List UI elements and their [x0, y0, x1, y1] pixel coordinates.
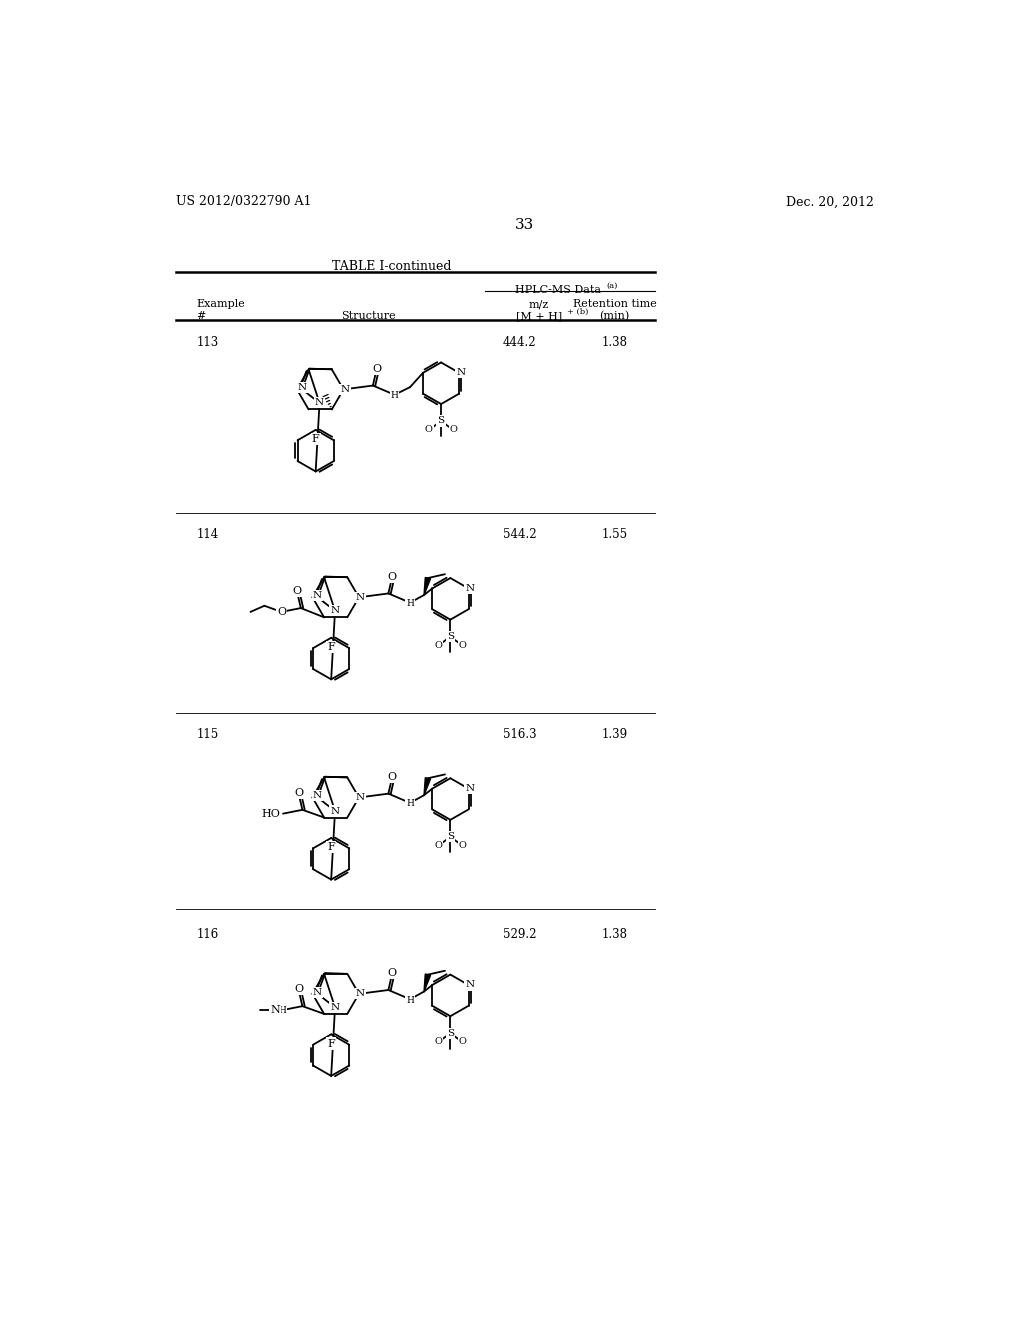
Text: S: S — [446, 833, 454, 841]
Text: N: N — [331, 1003, 340, 1012]
Text: N: N — [313, 792, 323, 800]
Text: N: N — [457, 368, 465, 378]
Text: 115: 115 — [197, 729, 218, 742]
Text: O: O — [276, 607, 286, 616]
Text: 444.2: 444.2 — [503, 335, 537, 348]
Text: N: N — [298, 383, 306, 392]
Text: 544.2: 544.2 — [503, 528, 537, 541]
Text: HPLC-MS Data: HPLC-MS Data — [515, 285, 601, 294]
Text: N: N — [340, 385, 349, 393]
Text: N: N — [331, 807, 340, 816]
Text: O: O — [425, 425, 432, 434]
Text: + (b): + (b) — [566, 308, 588, 315]
Text: O: O — [388, 968, 397, 978]
Polygon shape — [424, 777, 430, 795]
Text: m/z: m/z — [528, 300, 549, 309]
Text: H: H — [279, 1006, 286, 1015]
Text: O: O — [434, 1038, 442, 1047]
Text: S: S — [437, 417, 444, 425]
Text: F: F — [328, 842, 335, 853]
Text: Dec. 20, 2012: Dec. 20, 2012 — [785, 195, 873, 209]
Text: O: O — [459, 1038, 467, 1047]
Text: O: O — [459, 841, 467, 850]
Text: F: F — [328, 1039, 335, 1048]
Text: H: H — [407, 799, 414, 808]
Text: F: F — [311, 434, 319, 444]
Text: US 2012/0322790 A1: US 2012/0322790 A1 — [176, 195, 311, 209]
Text: 116: 116 — [197, 928, 218, 941]
Text: N: N — [313, 591, 323, 601]
Text: 1.55: 1.55 — [602, 528, 628, 541]
Text: 516.3: 516.3 — [503, 729, 537, 742]
Text: 1.38: 1.38 — [602, 335, 628, 348]
Text: N: N — [313, 987, 323, 997]
Text: O: O — [388, 772, 397, 781]
Text: N: N — [331, 606, 340, 615]
Text: Structure: Structure — [341, 312, 395, 321]
Text: 114: 114 — [197, 528, 218, 541]
Text: N: N — [466, 981, 475, 990]
Text: F: F — [328, 642, 335, 652]
Text: H: H — [407, 599, 414, 609]
Text: O: O — [450, 425, 458, 434]
Text: O: O — [294, 788, 303, 797]
Text: S: S — [446, 632, 454, 642]
Text: 33: 33 — [515, 218, 535, 232]
Text: (min): (min) — [600, 312, 630, 321]
Text: (a): (a) — [606, 281, 617, 289]
Text: O: O — [459, 640, 467, 649]
Text: 529.2: 529.2 — [503, 928, 537, 941]
Text: #: # — [197, 312, 206, 321]
Text: N: N — [270, 1005, 281, 1015]
Text: S: S — [446, 1028, 454, 1038]
Text: Retention time: Retention time — [572, 300, 656, 309]
Text: O: O — [372, 363, 381, 374]
Text: N: N — [315, 399, 325, 408]
Text: N: N — [466, 583, 475, 593]
Text: O: O — [388, 572, 397, 582]
Text: O: O — [294, 985, 303, 994]
Polygon shape — [424, 577, 430, 595]
Text: H: H — [407, 995, 414, 1005]
Text: H: H — [391, 391, 398, 400]
Text: N: N — [466, 784, 475, 793]
Text: O: O — [434, 841, 442, 850]
Text: HO: HO — [261, 809, 280, 818]
Text: 1.38: 1.38 — [602, 928, 628, 941]
Text: TABLE I-continued: TABLE I-continued — [332, 260, 452, 273]
Text: 113: 113 — [197, 335, 218, 348]
Text: [M + H]: [M + H] — [516, 312, 562, 321]
Text: N: N — [356, 593, 366, 602]
Text: Example: Example — [197, 300, 245, 309]
Text: O: O — [293, 586, 301, 597]
Text: N: N — [356, 793, 366, 803]
Text: O: O — [434, 640, 442, 649]
Polygon shape — [424, 974, 430, 991]
Text: 1.39: 1.39 — [602, 729, 628, 742]
Text: N: N — [356, 990, 366, 998]
